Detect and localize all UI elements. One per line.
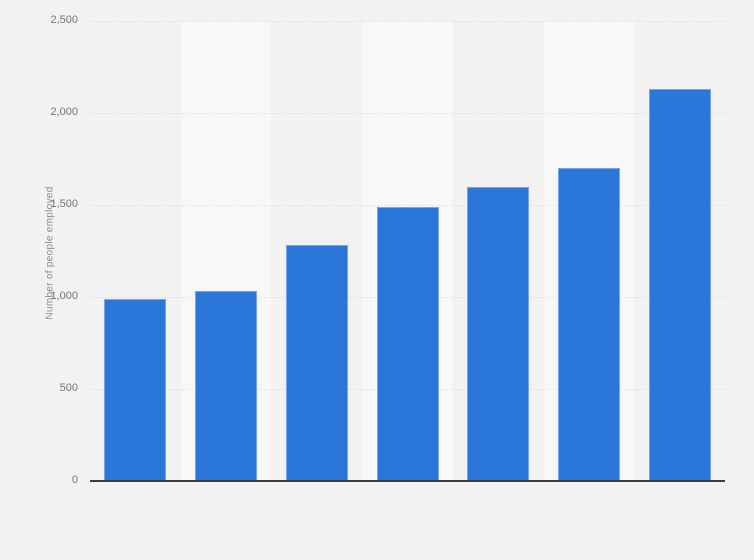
plot-area	[90, 20, 725, 482]
bar	[285, 245, 348, 481]
bar	[557, 168, 620, 481]
bar-column	[181, 21, 272, 481]
y-tick-label: 0	[71, 474, 78, 486]
bar	[195, 291, 258, 481]
x-axis-line	[90, 480, 725, 482]
gridline	[90, 204, 725, 206]
y-tick-label: 500	[59, 382, 78, 394]
y-tick-label: 1,500	[50, 198, 78, 210]
bar-column	[634, 21, 725, 481]
bar-column	[90, 21, 181, 481]
bar-column	[271, 21, 362, 481]
bar-column	[544, 21, 635, 481]
bar-column	[362, 21, 453, 481]
bars-layer	[90, 21, 725, 481]
gridline	[90, 20, 725, 22]
y-tick-label: 2,000	[50, 106, 78, 118]
y-tick-label: 1,000	[50, 290, 78, 302]
bar	[376, 206, 439, 481]
bar	[648, 89, 711, 481]
bar	[104, 298, 167, 481]
y-tick-label: 2,500	[50, 14, 78, 26]
bar-column	[453, 21, 544, 481]
bar	[467, 186, 530, 481]
gridline	[90, 112, 725, 114]
